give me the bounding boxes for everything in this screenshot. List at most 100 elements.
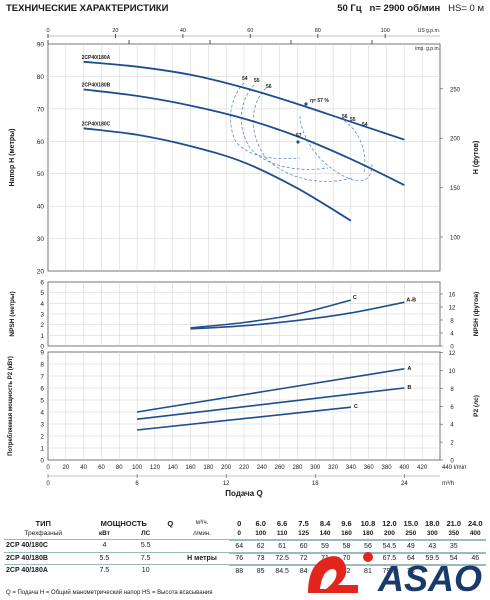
q-m3h-cell: 9.6: [341, 518, 352, 528]
table-h-cell: 49: [400, 540, 422, 552]
table-h-cell: 46: [464, 552, 486, 564]
m3h-unit-label: m³/h: [442, 481, 454, 487]
x-tick-label: 80: [116, 465, 123, 471]
power-curve-label: C: [354, 404, 358, 410]
efficiency-label: 57: [296, 133, 302, 139]
power-ytick: 3: [40, 422, 44, 429]
logo-brand: ASAO: [377, 558, 482, 599]
q-lmin-cell: 0: [237, 530, 242, 538]
head-ytick: 20: [37, 269, 45, 276]
table-hp-value: 7.5: [126, 551, 166, 565]
table-h-cell: 84.5: [271, 565, 293, 577]
table-h-cell: 60: [292, 540, 315, 552]
us-gpm-label: 80: [315, 28, 321, 34]
npsh-ytick: 5: [40, 290, 44, 297]
power-curve-C: [137, 406, 351, 431]
x-tick-label: 220: [239, 465, 250, 471]
x-tick-label: 360: [364, 465, 375, 471]
q-m3h-cell: 0: [237, 518, 242, 528]
us-gpm-label: 0: [46, 28, 49, 34]
table-q-lmin-units: л/мин.: [193, 530, 211, 537]
power-ytick: 7: [40, 374, 44, 381]
us-gpm-label: 60: [247, 28, 253, 34]
us-gpm-label: 100: [381, 28, 390, 34]
npsh-ytick: 6: [40, 280, 44, 287]
npsh-ytick-right-label: 0: [450, 345, 454, 351]
table-h-cell: 64: [228, 540, 250, 552]
table-h-cell: 76: [228, 552, 250, 564]
us-gpm-unit: US g.p.m.: [418, 28, 440, 34]
table-col-q: Q: [167, 518, 174, 528]
q-m3h-cell: 24.0: [467, 518, 483, 528]
table-h-cell: 43: [421, 540, 444, 552]
q-m3h-cell: 7.5: [298, 518, 309, 528]
q-m3h-cell: 21.0: [446, 518, 462, 528]
table-h-cell: 85: [249, 565, 272, 577]
x-tick-label: 260: [275, 465, 286, 471]
efficiency-label: 54: [362, 122, 368, 128]
power-ytick: 5: [40, 398, 44, 405]
head-ytick: 30: [37, 236, 45, 243]
table-h-cell: 56: [357, 540, 379, 552]
q-m3h-cell: 12.0: [382, 518, 397, 528]
power-curve-A: [136, 368, 405, 413]
table-model: 2CP 40/180A: [4, 564, 83, 577]
table-h-cell: 35: [443, 540, 465, 552]
table-spacer: [165, 551, 176, 565]
header-freq: 50 Гц: [337, 3, 362, 14]
table-h-cell: 88: [228, 565, 250, 577]
table-kw-value: 4: [82, 539, 127, 552]
head-ytick-right-label: 100: [450, 236, 461, 242]
m3h-tick-label: 24: [401, 481, 408, 487]
table-hp-value: 10: [126, 564, 166, 577]
npsh-ytick: 4: [40, 301, 44, 308]
table-q-lmin: 0 100 110 125 140 160 180 200 250 300 350 400: [229, 529, 487, 540]
efficiency-label: 56: [266, 84, 272, 90]
x-tick-label: 120: [150, 465, 161, 471]
q-lmin-cell: 180: [362, 530, 374, 538]
q-lmin-cell: 200: [383, 530, 395, 538]
m3h-tick-label: 6: [135, 481, 139, 487]
table-kw-value: 7.5: [82, 564, 127, 577]
power-ytick-right-label: 2: [450, 441, 454, 447]
us-gpm-label: 20: [112, 28, 118, 34]
table-h-cell: 70: [335, 552, 358, 564]
x-tick-label: 60: [98, 465, 105, 471]
table-h-cell: 54.5: [378, 540, 401, 552]
power-ytick: 2: [40, 434, 44, 441]
logo-mark: [308, 552, 373, 593]
power-ytick: 9: [40, 350, 44, 357]
power-curve-label: B: [407, 385, 411, 391]
power-ytick-right-label: 12: [449, 351, 456, 357]
x-tick-label: 100: [132, 465, 143, 471]
npsh-curve-C: [190, 299, 352, 329]
q-m3h-cell: 10.8: [360, 518, 376, 528]
npsh-ytick-right-label: 12: [449, 305, 456, 311]
power-ytick-right-label: 10: [449, 369, 456, 375]
chart-header: ТЕХНИЧЕСКИЕ ХАРАКТЕРИСТИКИ 50 Гц n= 2900…: [6, 3, 484, 17]
table-h-cell: 79.5: [378, 565, 401, 577]
power-ytick-right-label: 0: [450, 459, 454, 465]
head-ytick: 80: [37, 74, 45, 81]
q-m3h-cell: 8.4: [319, 518, 331, 528]
npsh-curve-label: C: [353, 295, 357, 301]
power-ylabel: Потребляемая мощность P2 (кВт): [7, 356, 14, 456]
power-ytick: 4: [40, 410, 44, 417]
head-curve-label: 2CP40/180A: [82, 55, 111, 61]
q-lmin-cell: 300: [426, 530, 438, 538]
spec-table: ТИП МОЩНОСТЬ Q м³/ч. 0 6.0 6.6 7.5 8.4 9.6 10.…: [4, 518, 486, 577]
q-m3h-cell: 6.0: [255, 518, 266, 528]
header-speed: n= 2900 об/мин: [369, 3, 441, 14]
head-ytick-right-label: 200: [450, 137, 461, 143]
efficiency-contour: [252, 87, 353, 182]
head-ytick: 70: [37, 106, 45, 113]
power-ytick: 1: [40, 446, 44, 453]
x-tick-label: 400: [399, 465, 410, 471]
x-tick-label: 300: [310, 465, 321, 471]
us-gpm-label: 40: [180, 28, 186, 34]
x-unit-label: 440 l/min: [442, 465, 466, 471]
power-ytick: 6: [40, 386, 44, 393]
table-hp-value: 5.5: [126, 539, 166, 552]
header-params: 50 Гц n= 2900 об/мин HS= 0 м: [337, 3, 484, 14]
table-h-cell: 61: [271, 540, 293, 552]
